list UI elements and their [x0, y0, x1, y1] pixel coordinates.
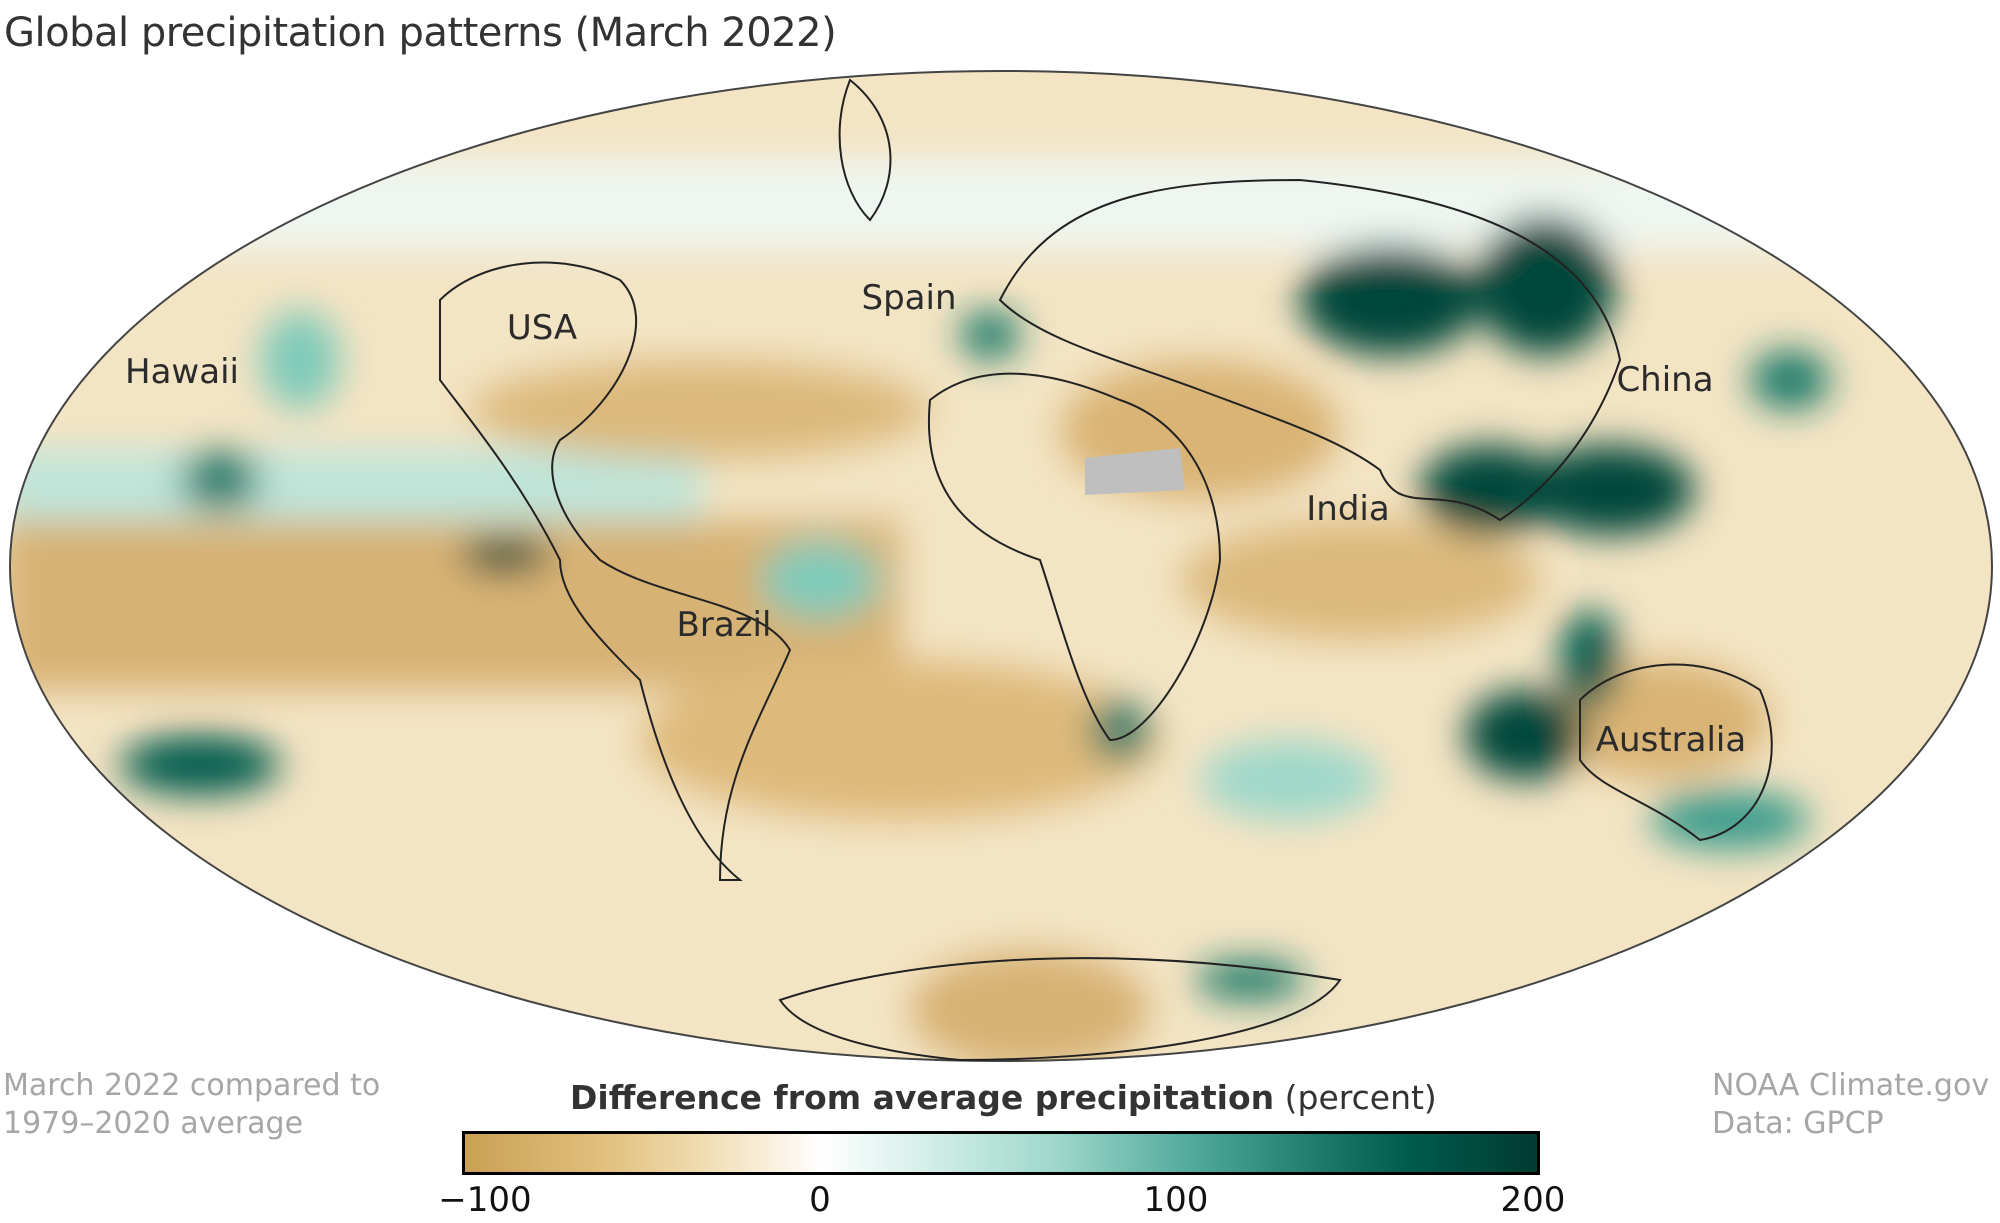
colorbar-tick: 200 [1500, 1180, 1566, 1220]
label-australia: Australia [1595, 720, 1747, 760]
label-india: India [1306, 489, 1390, 529]
source-note-line2: Data: GPCP [1712, 1106, 1884, 1141]
colorbar [462, 1131, 1540, 1175]
page-title: Global precipitation patterns (March 202… [4, 10, 837, 56]
colorbar-title: Difference from average precipitation (p… [570, 1078, 1437, 1117]
colorbar-tick: 100 [1143, 1180, 1209, 1220]
comparison-note-line1: March 2022 compared to [3, 1068, 381, 1103]
source-note: NOAA Climate.gov Data: GPCP [1712, 1067, 1989, 1143]
map-outline [9, 70, 1993, 1062]
colorbar-title-main: Difference from average precipitation [570, 1078, 1275, 1117]
label-china: China [1616, 360, 1714, 400]
colorbar-tick: 0 [809, 1180, 831, 1220]
colorbar-title-unit: (percent) [1284, 1078, 1437, 1117]
comparison-note: March 2022 compared to 1979–2020 average [3, 1067, 380, 1143]
comparison-note-line2: 1979–2020 average [3, 1106, 304, 1141]
label-usa: USA [506, 308, 578, 348]
source-note-line1: NOAA Climate.gov [1712, 1068, 1990, 1103]
colorbar-tick: −100 [438, 1180, 532, 1220]
label-spain: Spain [861, 278, 957, 318]
label-hawaii: Hawaii [125, 352, 239, 392]
coastlines [439, 78, 1773, 1062]
label-brazil: Brazil [676, 605, 772, 645]
